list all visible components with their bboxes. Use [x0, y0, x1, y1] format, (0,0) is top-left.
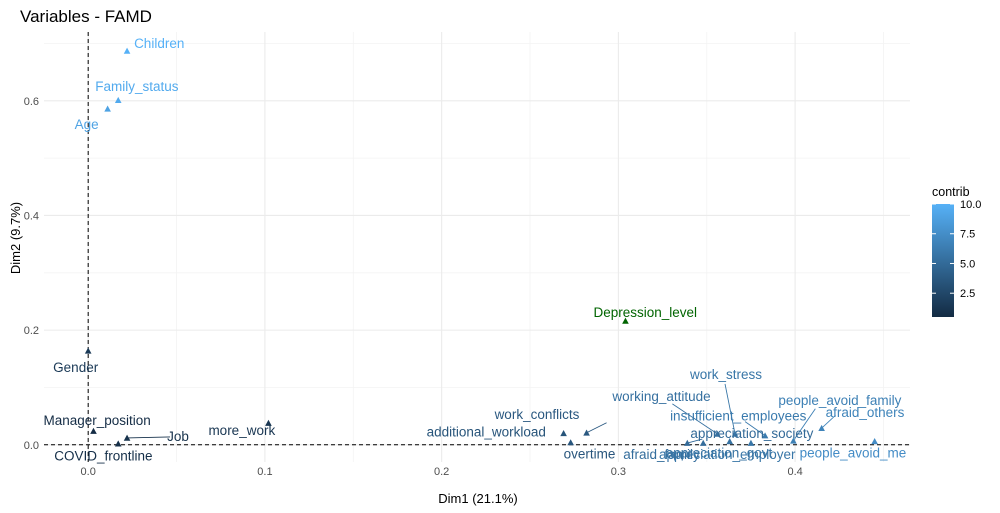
- point-label: working_attitude: [611, 389, 710, 404]
- data-point: [871, 438, 878, 445]
- legend-title: contrib: [932, 185, 970, 199]
- label-connector: [724, 383, 736, 434]
- data-point: [790, 437, 797, 444]
- legend-tick-label: 5.0: [960, 258, 975, 270]
- point-label: appreciation_society: [690, 426, 813, 441]
- legend-tick-label: 7.5: [960, 229, 975, 241]
- data-point: [761, 432, 769, 439]
- data-point: [622, 317, 629, 324]
- data-point: [114, 96, 122, 104]
- point-label: Children: [134, 36, 184, 51]
- data-point: [714, 430, 721, 437]
- point-label: people_avoid_me: [800, 445, 907, 460]
- x-tick-label: 0.1: [257, 466, 272, 478]
- data-point: [123, 434, 131, 441]
- contrib-legend: contrib 2.5 5.0 7.5 10.0: [932, 185, 981, 317]
- point-label: Family_status: [95, 79, 179, 94]
- point-label: COVID_frontline: [54, 449, 152, 464]
- point-label: more_work: [208, 423, 275, 438]
- point-label: people_avoid_family: [778, 393, 901, 408]
- label-connector: [127, 436, 171, 439]
- point-label: afraid_others: [826, 405, 905, 420]
- point-label: appreciation_employer: [659, 447, 796, 462]
- label-connector: [792, 408, 816, 442]
- point-labels: Children Family_status Age Depression_level…: [43, 36, 906, 464]
- data-point: [684, 439, 691, 446]
- x-tick-label: 0.0: [81, 466, 96, 478]
- point-label: insufficient_employees: [670, 409, 807, 424]
- data-point: [104, 105, 111, 112]
- label-connector: [586, 422, 607, 434]
- point-label: Age: [75, 117, 99, 132]
- x-axis-ticks: 0.0 0.1 0.2 0.3 0.4: [81, 466, 803, 478]
- data-point: [114, 440, 122, 447]
- x-tick-label: 0.2: [434, 466, 449, 478]
- legend-tick-label: 2.5: [960, 288, 975, 300]
- x-axis-label: Dim1 (21.1%): [438, 491, 517, 506]
- x-tick-label: 0.4: [787, 466, 802, 478]
- label-connector: [687, 438, 703, 444]
- data-point: [84, 347, 92, 354]
- data-point: [583, 429, 590, 436]
- chart-title: Variables - FAMD: [20, 7, 152, 26]
- x-tick-label: 0.3: [611, 466, 626, 478]
- point-label: overtime: [564, 447, 616, 462]
- reference-lines: [44, 32, 910, 462]
- data-points: [84, 47, 878, 447]
- legend-colorbar: [932, 204, 954, 317]
- legend-tick-label: 10.0: [960, 199, 981, 211]
- point-label: appreciation_govt: [666, 445, 773, 460]
- label-connector: [821, 414, 836, 429]
- data-point: [567, 439, 574, 446]
- data-point: [699, 439, 707, 446]
- y-axis-label: Dim2 (9.7%): [8, 202, 23, 274]
- data-point: [747, 439, 755, 446]
- point-label: afraid_family: [623, 447, 700, 462]
- y-axis-ticks: 0.0 0.2 0.4 0.6: [24, 96, 39, 452]
- data-point: [90, 427, 97, 434]
- legend-ticks: 2.5 5.0 7.5 10.0: [932, 199, 981, 300]
- data-point: [818, 424, 825, 431]
- data-point: [265, 419, 272, 426]
- point-label: work_conflicts: [494, 407, 580, 422]
- point-label: Gender: [53, 360, 99, 375]
- point-label: additional_workload: [427, 424, 546, 439]
- label-connector: [672, 403, 718, 435]
- data-point: [123, 47, 131, 54]
- label-connectors: [127, 383, 836, 444]
- label-connector: [744, 421, 766, 436]
- y-tick-label: 0.6: [24, 96, 39, 108]
- y-tick-label: 0.4: [24, 210, 39, 222]
- data-point: [560, 430, 567, 437]
- point-label: Manager_position: [43, 413, 150, 428]
- point-label: Job: [167, 429, 189, 444]
- point-label: work_stress: [689, 367, 762, 382]
- y-tick-label: 0.2: [24, 325, 39, 337]
- data-point: [731, 430, 739, 437]
- point-label: Depression_level: [593, 305, 697, 320]
- grid-lines: [44, 32, 910, 462]
- data-point: [726, 438, 734, 445]
- y-tick-label: 0.0: [24, 440, 39, 452]
